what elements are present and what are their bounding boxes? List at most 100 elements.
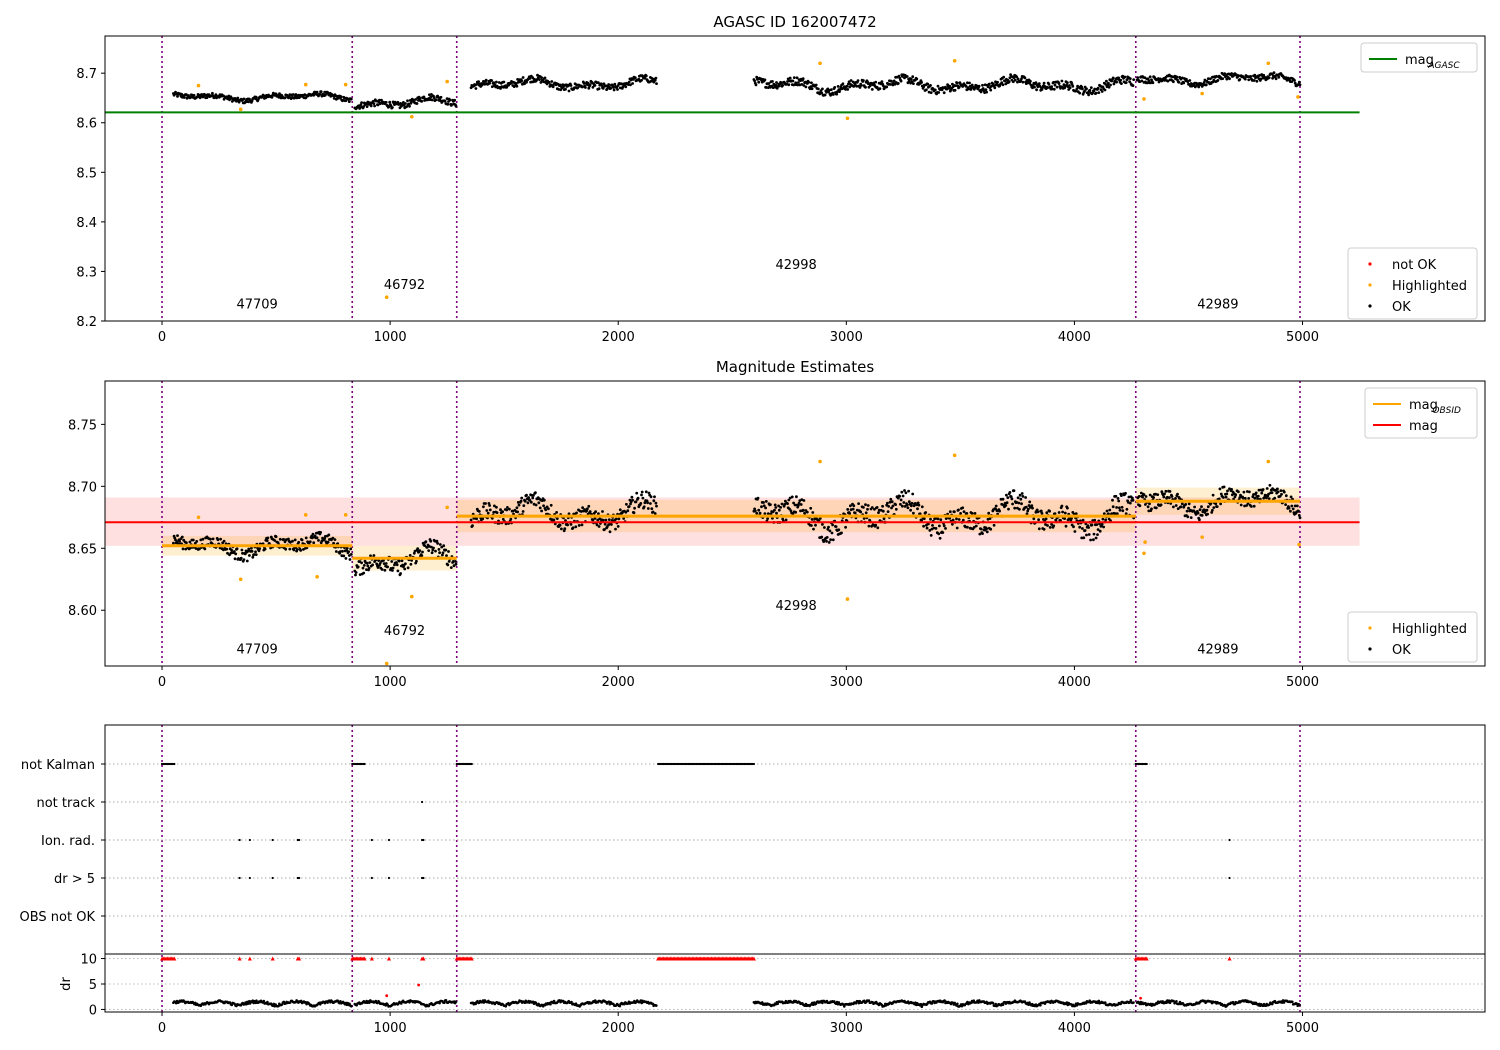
ok-point: [1141, 495, 1144, 499]
ok-point: [571, 526, 575, 530]
ok-point: [1169, 502, 1173, 505]
ok-point: [400, 559, 404, 563]
ok-point: [577, 524, 581, 527]
ok-point: [201, 537, 205, 541]
ok-point: [809, 85, 813, 88]
ok-point: [820, 91, 824, 95]
flag-point: [422, 876, 425, 880]
ok-point: [609, 86, 613, 90]
ok-point: [1042, 527, 1046, 531]
ok-point: [931, 524, 934, 527]
x-tick-label: 0: [158, 1021, 166, 1036]
ok-point: [1102, 525, 1105, 529]
ok-point: [641, 496, 645, 500]
ok-point: [800, 498, 804, 501]
ok-point: [1256, 494, 1260, 498]
ok-point: [1144, 495, 1148, 498]
ok-point: [587, 504, 591, 508]
ok-point: [1015, 501, 1019, 504]
ok-point: [847, 80, 851, 84]
dr-point: [1129, 999, 1133, 1002]
ok-point: [499, 508, 502, 512]
ok-point: [409, 562, 413, 566]
ok-point: [332, 97, 336, 100]
flag-point: [248, 838, 251, 842]
ok-point: [888, 83, 892, 86]
ok-point: [1080, 536, 1084, 540]
highlighted-point: [818, 459, 822, 464]
ok-point: [812, 527, 815, 531]
ok-point: [430, 98, 434, 102]
ok-point: [287, 537, 290, 541]
legend-dot-swatch: [1368, 626, 1372, 630]
ok-point: [951, 522, 954, 526]
ok-point: [1218, 487, 1222, 491]
ok-point: [1206, 77, 1210, 80]
dr-point: [1172, 999, 1175, 1003]
ok-point: [848, 85, 852, 89]
ok-point: [1089, 538, 1092, 542]
ok-point: [214, 93, 218, 97]
ok-point: [183, 96, 186, 99]
dr-point: [1291, 1000, 1294, 1004]
ok-point: [378, 98, 381, 102]
ok-point: [1120, 494, 1123, 497]
ok-point: [1052, 87, 1056, 91]
highlighted-point: [845, 597, 850, 601]
ok-point: [1046, 86, 1049, 90]
highlighted-point: [409, 594, 414, 599]
ok-point: [427, 549, 431, 552]
ok-point: [327, 533, 331, 537]
ok-point: [773, 503, 777, 507]
highlighted-point: [384, 661, 389, 666]
ok-point: [289, 540, 292, 544]
ok-point: [1030, 504, 1034, 508]
ok-point: [371, 99, 375, 103]
ok-point: [984, 88, 988, 92]
flag-row-label: OBS not OK: [20, 910, 96, 925]
ok-point: [283, 96, 287, 100]
flag-point: [370, 876, 373, 880]
ok-point: [1297, 509, 1300, 513]
ok-point: [246, 549, 250, 553]
ok-point: [300, 538, 304, 542]
ok-point: [1072, 525, 1075, 529]
ok-point: [254, 95, 258, 99]
ok-point: [917, 503, 921, 507]
highlighted-point: [845, 116, 850, 121]
ok-point: [1193, 505, 1196, 509]
ok-point: [434, 98, 438, 102]
ok-point: [242, 558, 246, 561]
ok-point: [440, 545, 444, 549]
ok-point: [360, 101, 363, 104]
ok-point: [252, 553, 256, 556]
y-tick-label: 8.3: [76, 265, 97, 280]
ok-point: [454, 562, 458, 566]
dr-point: [994, 1002, 997, 1006]
ok-point: [586, 507, 589, 511]
ok-point: [598, 517, 602, 521]
ok-point: [1214, 502, 1218, 506]
ok-point: [486, 511, 490, 515]
ok-point: [616, 525, 620, 528]
dr-point: [299, 999, 303, 1003]
ok-point: [344, 557, 348, 560]
ok-point: [998, 509, 1001, 513]
ok-point: [484, 78, 488, 82]
ok-point: [1028, 500, 1032, 504]
ok-point: [1267, 492, 1270, 496]
x-tick-label: 1000: [374, 675, 407, 690]
ok-point: [1268, 483, 1272, 487]
ok-point: [230, 548, 234, 552]
ok-point: [515, 506, 519, 510]
ok-point: [1180, 76, 1184, 80]
ok-point: [1096, 533, 1099, 536]
ok-point: [389, 567, 393, 570]
ok-point: [1001, 83, 1005, 87]
ok-point: [1200, 505, 1203, 509]
ok-point: [803, 511, 806, 515]
ok-point: [420, 554, 424, 557]
legend-box: [1360, 42, 1478, 73]
ok-point: [415, 102, 419, 105]
ok-point: [763, 512, 767, 515]
